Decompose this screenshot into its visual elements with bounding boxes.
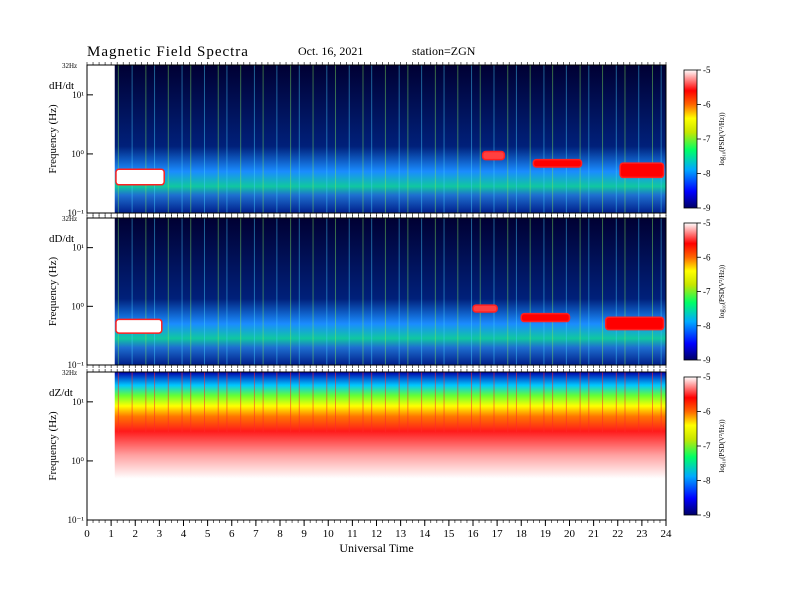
feature-2 [532, 158, 583, 168]
y-axis-label: Frequency (Hz) [47, 104, 59, 174]
colorbar-tick-label: -6 [703, 252, 711, 262]
figure-date: Oct. 16, 2021 [298, 44, 364, 58]
x-tick-label: 9 [301, 528, 307, 540]
colorbar-tick-label: -7 [703, 287, 711, 297]
colorbar-tick-label: -9 [703, 510, 711, 520]
colorbar-scale [683, 69, 698, 209]
top-tick-label: 32Hz [62, 62, 77, 70]
x-tick-label: 10 [323, 528, 335, 540]
x-tick-label: 12 [371, 528, 382, 540]
panel-label: dD/dt [49, 233, 74, 245]
top-tick-label: 32Hz [62, 215, 77, 223]
colorbar-tick-label: -9 [703, 203, 711, 213]
spectrogram-0 [114, 65, 666, 213]
colorbar-tick-label: -8 [703, 321, 711, 331]
panel-label: dZ/dt [49, 387, 73, 399]
feature-2 [520, 312, 571, 323]
y-tick-label: 10⁻¹ [68, 515, 85, 525]
colorbar-tick-label: -6 [703, 407, 711, 417]
x-tick-label: 1 [108, 528, 114, 540]
top-tick-label: 32Hz [62, 369, 77, 377]
x-tick-label: 11 [347, 528, 358, 540]
figure-title: Magnetic Field Spectra [87, 44, 249, 60]
panel-2: dZ/dt 32Hz 10⁻¹ 10⁰ 10¹ Frequency (Hz) [47, 369, 667, 525]
x-tick-label: 14 [419, 528, 431, 540]
x-tick-label: 3 [157, 528, 163, 540]
spectrogram-2 [114, 372, 666, 520]
feature-3 [619, 162, 665, 179]
x-tick-label: 22 [612, 528, 623, 540]
y-tick-label: 10¹ [72, 243, 84, 253]
feature-1 [472, 304, 498, 313]
x-tick-label: 18 [516, 528, 528, 540]
y-tick-label: 10⁰ [71, 456, 84, 466]
colorbar-label: log₁₀(PSD(V²/Hz)) [718, 112, 726, 166]
x-tick-label: 21 [588, 528, 599, 540]
x-tick-label: 17 [492, 528, 504, 540]
colorbar-tick-label: -5 [703, 65, 711, 75]
y-tick-label: 10⁻¹ [68, 208, 85, 218]
x-tick-label: 24 [661, 528, 673, 540]
x-tick-label: 2 [133, 528, 139, 540]
feature-1 [481, 150, 506, 161]
colorbar-tick-label: -9 [703, 355, 711, 365]
y-tick-label: 10¹ [72, 90, 84, 100]
x-tick-label: 5 [205, 528, 211, 540]
x-tick-label: 23 [636, 528, 648, 540]
colorbar-tick-label: -7 [703, 134, 711, 144]
panel-1: dD/dt 32Hz 10⁻¹ 10⁰ 10¹ Frequency (Hz) [47, 215, 667, 370]
colorbar-tick-label: -8 [703, 476, 711, 486]
x-tick-label: 6 [229, 528, 235, 540]
x-tick-label: 15 [443, 528, 455, 540]
x-tick-label: 8 [277, 528, 283, 540]
x-tick-label: 19 [540, 528, 552, 540]
y-tick-label: 10¹ [72, 397, 84, 407]
spectrogram-1 [114, 218, 666, 365]
colorbar-0: -5 -6 -7 -8 -9 log₁₀(PSD(V²/Hz)) [683, 65, 726, 213]
colorbar-1: -5 -6 -7 -8 -9 log₁₀(PSD(V²/Hz)) [683, 218, 726, 365]
colorbar-scale [683, 376, 698, 516]
feature-3 [604, 316, 665, 331]
x-tick-label: 0 [84, 528, 90, 540]
colorbar-tick-label: -5 [703, 372, 711, 382]
colorbar-scale [683, 222, 698, 361]
panel-label: dH/dt [49, 80, 74, 92]
x-axis-label: Universal Time [339, 541, 413, 555]
y-tick-label: 10⁰ [71, 301, 84, 311]
x-tick-label: 7 [253, 528, 259, 540]
colorbar-tick-label: -5 [703, 218, 711, 228]
y-axis-label: Frequency (Hz) [47, 257, 59, 327]
x-tick-label: 13 [395, 528, 407, 540]
x-tick-label: 4 [181, 528, 187, 540]
y-tick-label: 10⁰ [71, 149, 84, 159]
x-tick-label: 16 [468, 528, 480, 540]
y-tick-label: 10⁻¹ [68, 360, 85, 370]
panel-0: dH/dt 32Hz 10⁻¹ 10⁰ 10¹ Frequency (Hz) [47, 62, 667, 218]
station-label: station=ZGN [412, 44, 476, 58]
feature-0 [115, 318, 163, 334]
colorbar-label: log₁₀(PSD(V²/Hz)) [718, 419, 726, 473]
colorbar-label: log₁₀(PSD(V²/Hz)) [718, 264, 726, 318]
feature-0 [115, 168, 165, 186]
colorbar-tick-label: -7 [703, 441, 711, 451]
colorbar-2: -5 -6 -7 -8 -9 log₁₀(PSD(V²/Hz)) [683, 372, 726, 520]
x-tick-label: 20 [564, 528, 576, 540]
colorbar-tick-label: -8 [703, 169, 711, 179]
colorbar-tick-label: -6 [703, 100, 711, 110]
y-axis-label: Frequency (Hz) [47, 411, 59, 481]
